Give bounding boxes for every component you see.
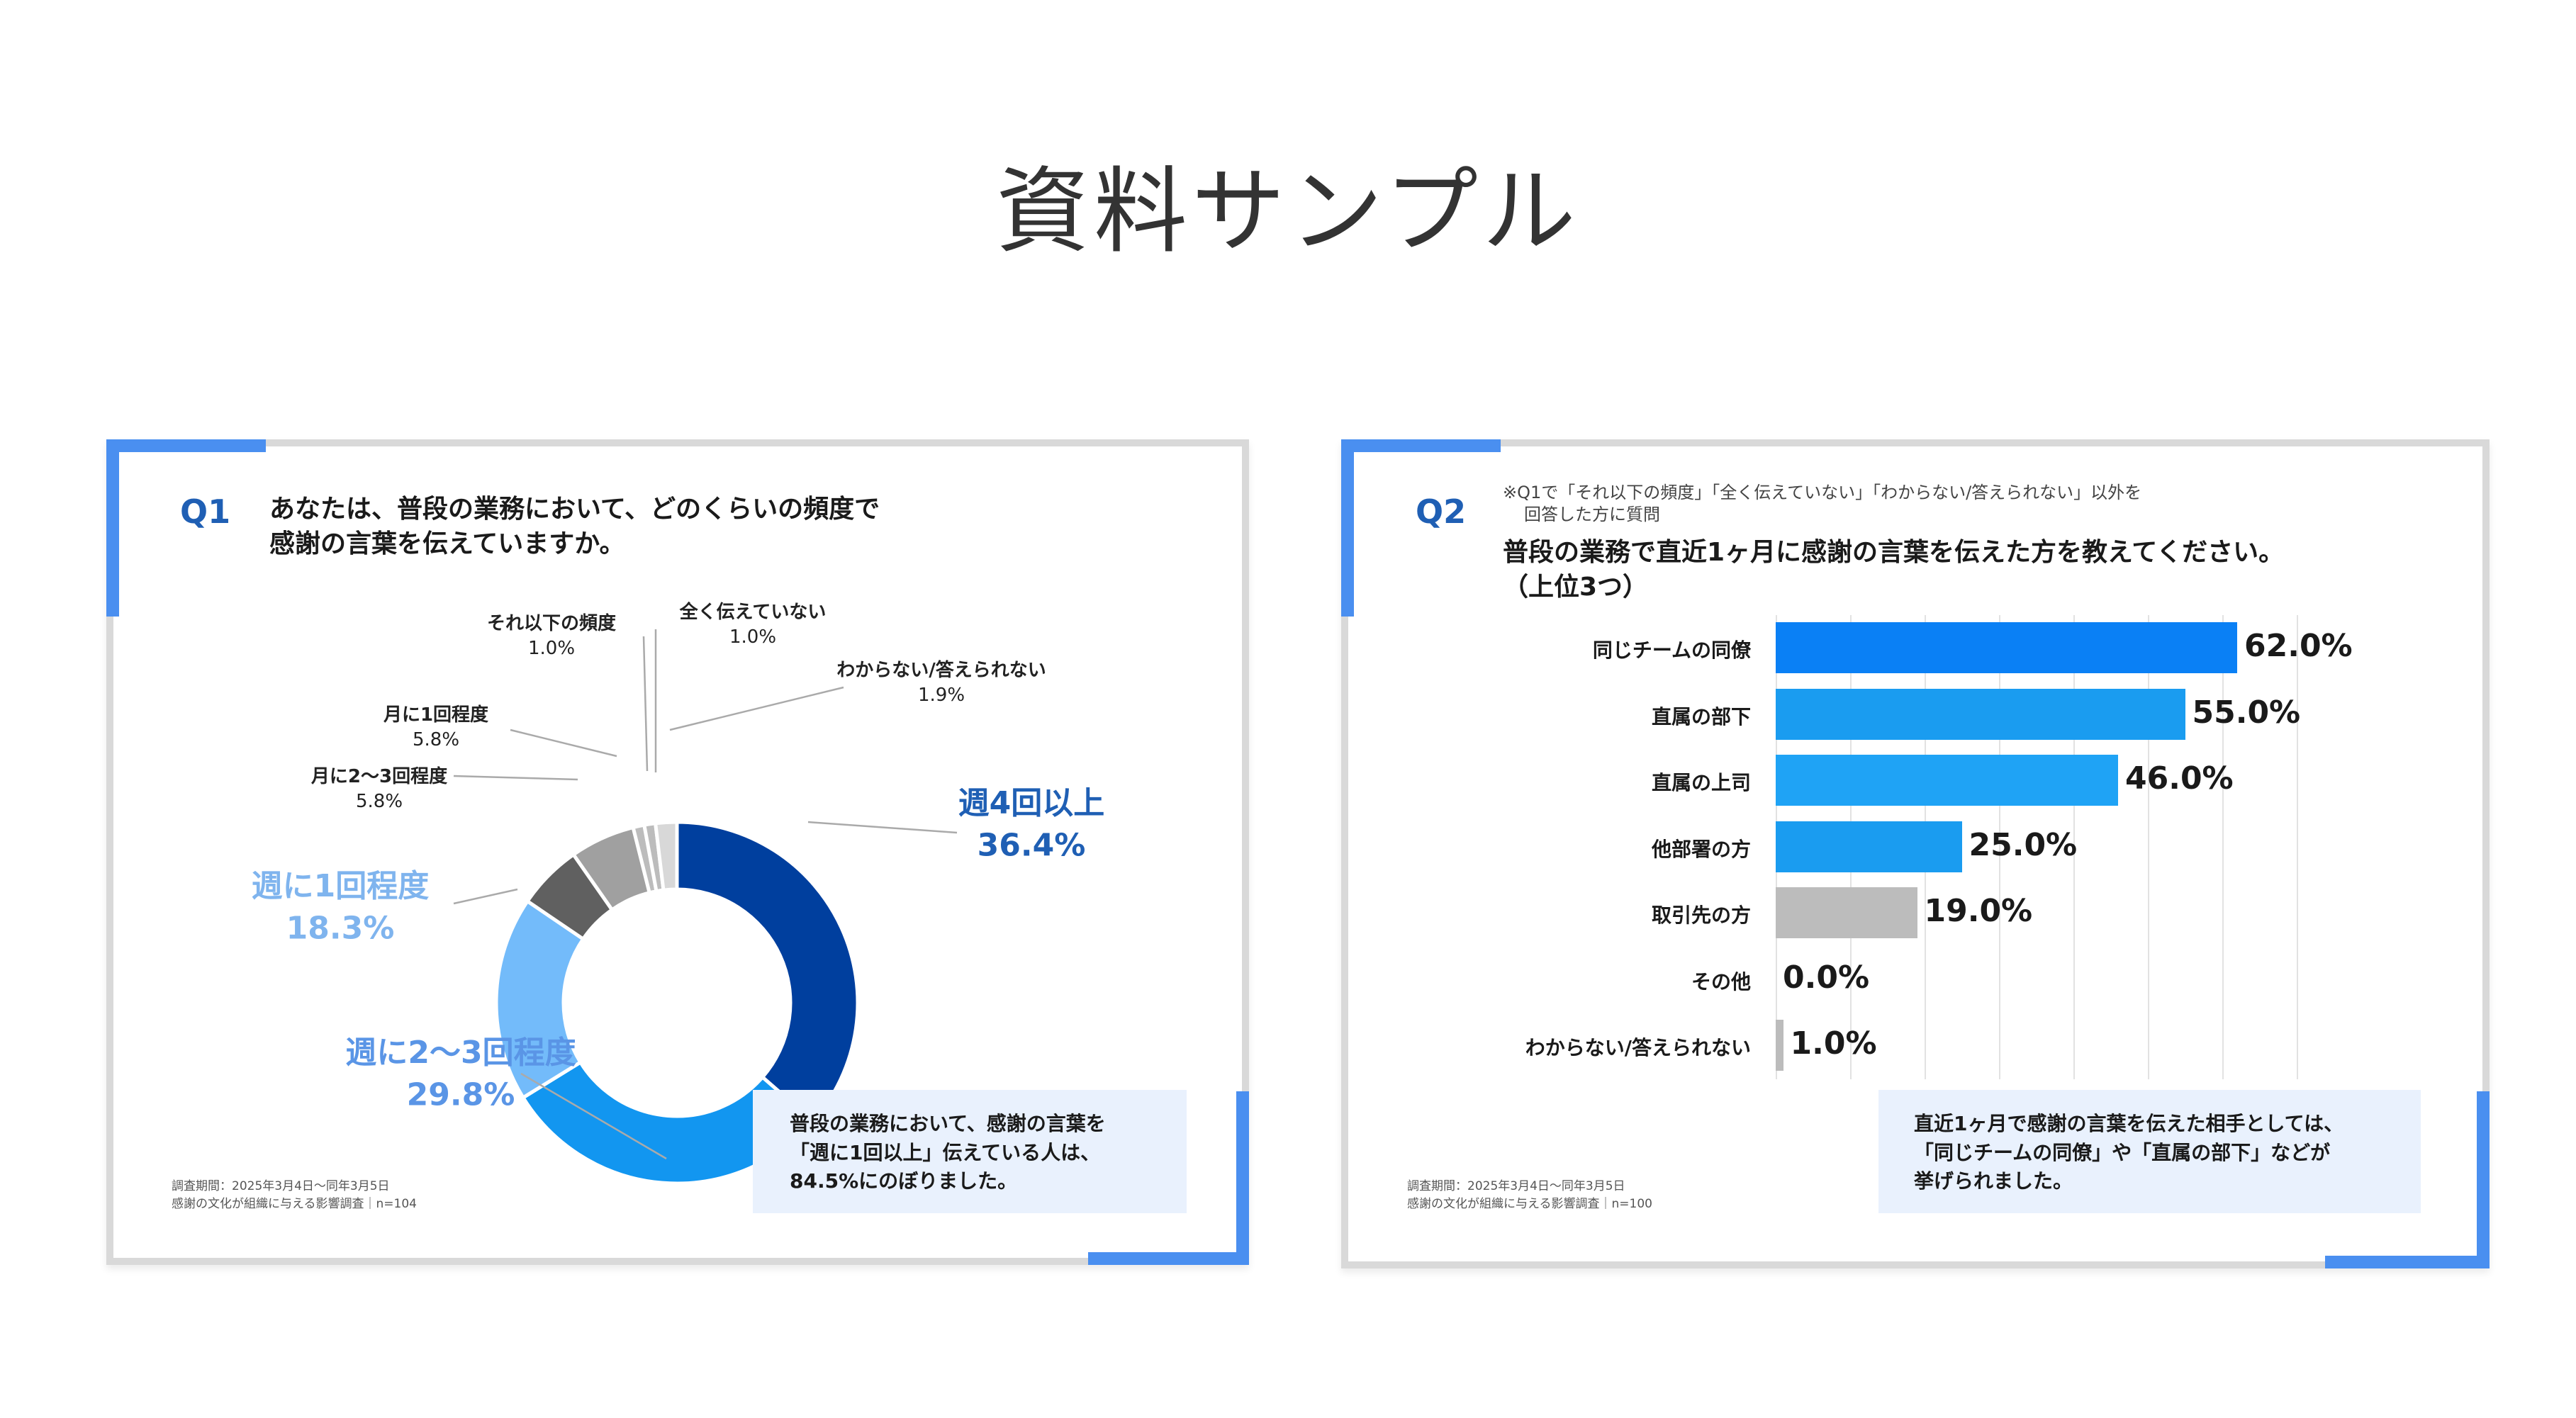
q2-note-line2: 回答した方に質問 <box>1524 505 1660 525</box>
q2-survey-line1: 調査期間：2025年3月4日〜同年3月5日 <box>1407 1179 1625 1193</box>
q1-summary: 普段の業務において、感謝の言葉を 「週に1回以上」伝えている人は、 84.5%に… <box>753 1090 1187 1213</box>
q1-question-line1: あなたは、普段の業務において、どのくらいの頻度で <box>269 495 880 524</box>
q1-survey-line1: 調査期間：2025年3月4日〜同年3月5日 <box>172 1179 390 1193</box>
donut-category-label: 週4回以上 <box>958 785 1105 821</box>
q1-question: あなたは、普段の業務において、どのくらいの頻度で 感謝の言葉を伝えていますか。 <box>269 493 1191 561</box>
donut-category-label: わからない/答えられない <box>836 659 1046 681</box>
q1-accent-top <box>106 439 266 452</box>
donut-leader-line <box>642 636 649 772</box>
q2-number: Q2 <box>1416 493 1467 531</box>
q2-accent-top <box>1341 439 1501 452</box>
donut-slice <box>675 820 860 1124</box>
q1-summary-line2: 「週に1回以上」伝えている人は、 <box>790 1140 1101 1164</box>
q1-number: Q1 <box>180 493 231 531</box>
q2-question-line2: （上位3つ） <box>1503 572 1649 602</box>
q1-accent-bottom <box>1088 1252 1249 1265</box>
q2-accent-bottom <box>2325 1256 2490 1268</box>
donut-category-label: それ以下の頻度 <box>487 612 616 634</box>
donut-slice <box>494 899 586 1101</box>
donut-value-label: 5.8% <box>413 729 459 750</box>
donut-leader-line <box>510 728 617 758</box>
q1-donut-chart: 週4回以上 36.4% 週に2〜3回程度 29.8% 週に1回程度 18.3% 月に2〜3回… <box>252 601 1105 1186</box>
page-title: 資料サンプル <box>995 157 1581 266</box>
q2-note: ※Q1で「それ以下の頻度」「全く伝えていない」「わからない/答えられない」以外を… <box>1503 482 2141 526</box>
q2-summary: 直近1ヶ月で感謝の言葉を伝えた相手としては、 「同じチームの同僚」や「直属の部下… <box>1878 1090 2421 1213</box>
donut-leader-line <box>520 1072 667 1160</box>
donut-slice <box>520 1059 816 1186</box>
q2-question: 普段の業務で直近1ヶ月に感謝の言葉を伝えた方を教えてください。 （上位3つ） <box>1503 536 2481 604</box>
donut-value-label: 29.8% <box>407 1076 515 1113</box>
q2-accent-left <box>1341 439 1354 617</box>
donut-value-label: 5.8% <box>356 791 403 812</box>
donut-value-label: 1.0% <box>528 638 575 659</box>
donut-leader-line <box>453 775 578 781</box>
q1-accent-left <box>106 439 119 617</box>
q1-question-line2: 感謝の言葉を伝えていますか。 <box>269 529 625 558</box>
q2-note-line1: ※Q1で「それ以下の頻度」「全く伝えていない」「わからない/答えられない」以外を <box>1503 483 2142 502</box>
donut-value-label: 1.0% <box>729 626 776 648</box>
q2-summary-line3: 挙げられました。 <box>1914 1169 2073 1193</box>
q1-survey-info: 調査期間：2025年3月4日〜同年3月5日 感謝の文化が組織に与える影響調査｜n… <box>172 1178 417 1212</box>
donut-category-label: 週に1回程度 <box>252 868 430 904</box>
q2-question-line1: 普段の業務で直近1ヶ月に感謝の言葉を伝えた方を教えてください。 <box>1503 538 2285 567</box>
q2-accent-right <box>2477 1091 2490 1268</box>
donut-category-label: 週に2〜3回程度 <box>345 1035 576 1071</box>
donut-category-label: 月に1回程度 <box>383 704 488 726</box>
donut-leader-line <box>669 686 844 731</box>
q2-summary-line2: 「同じチームの同僚」や「直属の部下」などが <box>1914 1140 2331 1164</box>
q2-summary-line1: 直近1ヶ月で感謝の言葉を伝えた相手としては、 <box>1914 1112 2344 1135</box>
q2-survey-line2: 感謝の文化が組織に与える影響調査｜n=100 <box>1407 1196 1652 1211</box>
q1-survey-line2: 感謝の文化が組織に与える影響調査｜n=104 <box>172 1196 417 1211</box>
donut-value-label: 18.3% <box>286 910 395 946</box>
q2-survey-info: 調査期間：2025年3月4日〜同年3月5日 感謝の文化が組織に与える影響調査｜n… <box>1407 1178 1652 1212</box>
donut-leader-line <box>453 888 518 905</box>
donut-category-label: 月に2〜3回程度 <box>310 765 447 787</box>
donut-slice <box>653 820 679 892</box>
q1-summary-line3: 84.5%にのぼりました。 <box>790 1169 1018 1193</box>
q1-summary-line1: 普段の業務において、感謝の言葉を <box>790 1112 1106 1135</box>
donut-value-label: 1.9% <box>918 685 965 706</box>
donut-leader-line <box>807 821 958 834</box>
donut-category-label: 全く伝えていない <box>679 601 827 623</box>
q1-accent-right <box>1236 1091 1249 1265</box>
donut-value-label: 36.4% <box>978 827 1086 863</box>
